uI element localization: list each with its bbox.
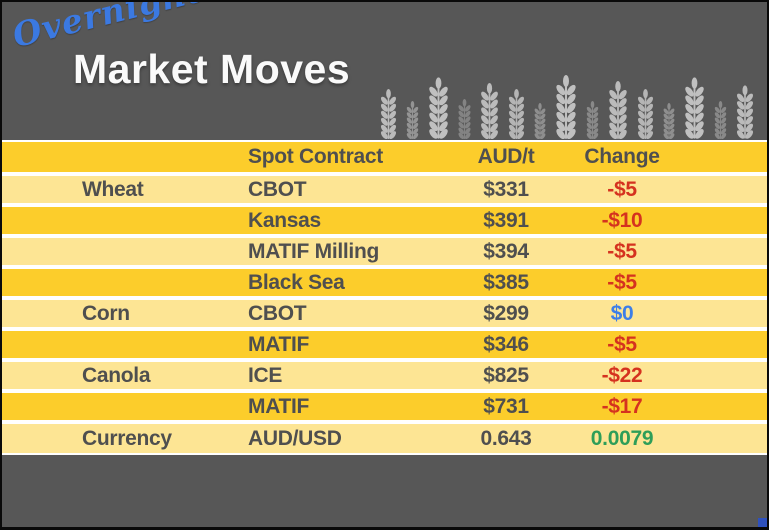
commodity-label: Corn	[82, 301, 130, 325]
contract-label: CBOT	[248, 177, 307, 201]
column-header-price: AUD/t	[477, 145, 535, 168]
change-value: -$10	[601, 208, 643, 232]
contract-label: CBOT	[248, 301, 307, 325]
price-value: $394	[483, 239, 529, 263]
table-row: MATIF $731 -$17	[2, 393, 767, 424]
wheat-icon	[735, 85, 755, 139]
table-row: Black Sea $385 -$5	[2, 269, 767, 300]
slide-header: Overnight Market Moves	[2, 2, 767, 140]
column-header-contract: Spot Contract	[248, 145, 383, 168]
table-row: Currency AUD/USD 0.643 0.0079	[2, 424, 767, 455]
change-value: -$5	[607, 239, 637, 263]
price-value: $346	[483, 332, 529, 356]
price-value: $825	[483, 363, 529, 387]
table-header-row: Spot Contract AUD/t Change	[2, 142, 767, 176]
price-value: $391	[483, 208, 529, 232]
table-row: Corn CBOT $299 $0	[2, 300, 767, 331]
price-value: $299	[483, 301, 529, 325]
wheat-icon	[683, 77, 706, 139]
wheat-icon	[479, 83, 500, 139]
change-value: -$22	[601, 363, 643, 387]
wheat-icon	[533, 103, 547, 139]
wheat-icon	[379, 89, 398, 139]
change-value: 0.0079	[590, 426, 654, 450]
wheat-icon	[636, 89, 655, 139]
contract-label: MATIF Milling	[248, 239, 380, 263]
table-row: MATIF Milling $394 -$5	[2, 238, 767, 269]
table-row: Kansas $391 -$10	[2, 207, 767, 238]
contract-label: ICE	[248, 363, 283, 387]
resize-handle-icon	[758, 518, 767, 527]
price-value: 0.643	[480, 426, 532, 450]
table-row: Canola ICE $825 -$22	[2, 362, 767, 393]
commodity-label: Canola	[82, 363, 151, 387]
price-value: $331	[483, 177, 529, 201]
wheat-icon	[427, 77, 450, 139]
change-value: -$5	[607, 270, 637, 294]
wheat-icon	[585, 101, 600, 139]
commodity-label: Currency	[82, 426, 172, 450]
page-title: Market Moves	[73, 46, 351, 92]
wheat-icon	[713, 101, 728, 139]
commodity-label: Wheat	[82, 177, 144, 201]
contract-label: Kansas	[248, 208, 321, 232]
contract-label: AUD/USD	[248, 426, 342, 450]
contract-label: MATIF	[248, 332, 310, 356]
wheat-icon	[507, 89, 526, 139]
wheat-icon-row	[379, 75, 755, 139]
price-value: $731	[483, 394, 529, 418]
price-value: $385	[483, 270, 529, 294]
change-value: $0	[610, 301, 634, 325]
wheat-icon	[662, 103, 676, 139]
column-header-change: Change	[584, 145, 660, 168]
wheat-icon	[405, 101, 420, 139]
contract-label: Black Sea	[248, 270, 345, 294]
wheat-icon	[554, 75, 578, 139]
market-table: Spot Contract AUD/t Change Wheat CBOT $3…	[2, 140, 767, 455]
wheat-icon	[457, 99, 472, 139]
change-value: -$17	[601, 394, 643, 418]
table-row: MATIF $346 -$5	[2, 331, 767, 362]
slide-footer	[2, 491, 767, 527]
wheat-icon	[607, 81, 629, 139]
contract-label: MATIF	[248, 394, 310, 418]
table-row: Wheat CBOT $331 -$5	[2, 176, 767, 207]
change-value: -$5	[607, 332, 637, 356]
change-value: -$5	[607, 177, 637, 201]
